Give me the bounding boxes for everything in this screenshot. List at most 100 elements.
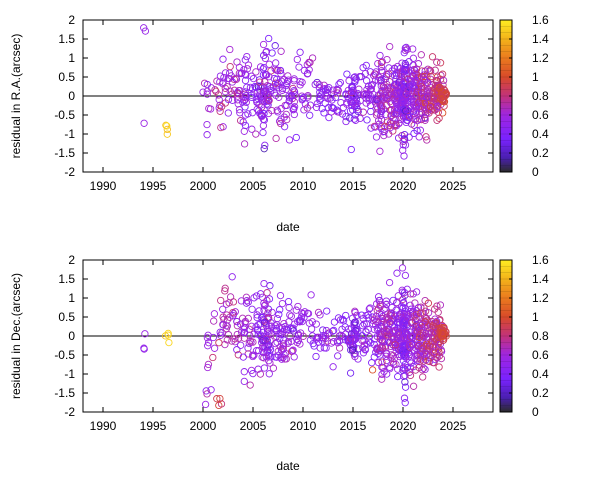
data-point	[314, 308, 323, 317]
data-point	[241, 328, 249, 337]
data-point	[260, 279, 268, 288]
data-point	[265, 73, 273, 81]
data-point	[259, 40, 268, 49]
data-point	[316, 344, 324, 352]
data-point	[247, 72, 256, 80]
data-point	[350, 115, 358, 123]
data-point	[268, 308, 276, 317]
data-point	[282, 355, 290, 363]
data-point	[391, 341, 399, 349]
data-point	[237, 341, 245, 349]
data-point	[276, 334, 284, 343]
data-point	[344, 335, 352, 343]
data-point	[216, 331, 225, 339]
data-point	[360, 336, 368, 345]
data-point	[244, 298, 252, 306]
data-point	[375, 304, 383, 312]
data-point	[439, 76, 448, 85]
data-point	[217, 400, 226, 408]
data-point	[373, 95, 381, 104]
data-point	[204, 339, 213, 347]
x-tick-label: 2020	[390, 179, 417, 193]
data-point	[440, 102, 448, 110]
data-point	[381, 122, 389, 131]
ra-y-axis-label: residual in R.A.(arcsec)	[9, 34, 23, 159]
data-point	[418, 94, 426, 102]
data-point	[401, 44, 409, 52]
data-point	[393, 269, 401, 277]
y-tick-label: -0.5	[54, 348, 75, 362]
data-point	[388, 67, 396, 75]
data-point	[437, 346, 445, 354]
x-tick-label: 2020	[390, 419, 417, 433]
data-point	[269, 364, 278, 372]
data-point	[349, 345, 357, 353]
data-point	[219, 55, 227, 63]
data-point	[212, 87, 220, 95]
data-point	[330, 326, 338, 335]
data-point	[262, 48, 270, 56]
data-point	[296, 81, 304, 89]
data-point	[417, 51, 425, 59]
data-point	[258, 103, 266, 111]
data-point	[356, 114, 364, 123]
data-point	[213, 395, 221, 403]
data-point	[437, 94, 446, 102]
data-point	[416, 92, 424, 101]
data-point	[359, 63, 367, 72]
data-point	[400, 130, 409, 139]
data-point	[398, 304, 407, 313]
data-point	[394, 292, 402, 300]
data-point	[303, 104, 312, 112]
data-point	[328, 96, 336, 104]
data-point	[205, 104, 213, 113]
data-point	[351, 76, 359, 84]
data-point	[336, 316, 345, 324]
data-point	[423, 333, 431, 341]
data-point	[439, 326, 447, 334]
data-point	[362, 91, 371, 99]
data-point	[374, 117, 383, 125]
data-point	[304, 309, 313, 318]
data-point	[325, 83, 333, 92]
data-point	[431, 315, 439, 323]
data-point	[393, 315, 401, 323]
data-point	[329, 327, 337, 335]
data-point	[277, 47, 285, 55]
data-point	[222, 324, 231, 333]
data-point	[221, 69, 230, 77]
data-point	[265, 60, 273, 68]
data-point	[371, 99, 380, 107]
data-point	[282, 110, 290, 119]
data-point	[243, 83, 251, 91]
data-point	[436, 85, 444, 93]
data-point	[351, 98, 360, 106]
data-point	[430, 347, 439, 356]
y-tick-label: -1.5	[54, 386, 75, 400]
data-point	[403, 45, 411, 54]
data-point	[346, 369, 355, 377]
data-point	[374, 324, 382, 332]
data-point	[427, 94, 435, 102]
data-point	[389, 296, 397, 305]
data-point	[386, 42, 394, 51]
data-point	[396, 324, 405, 332]
data-point	[412, 310, 421, 319]
data-point	[214, 91, 223, 99]
data-point	[400, 74, 409, 82]
data-point	[251, 82, 259, 91]
data-point	[429, 102, 438, 110]
data-point	[163, 130, 171, 138]
data-point	[423, 136, 431, 144]
data-point	[415, 133, 423, 141]
data-point	[399, 303, 407, 312]
data-point	[406, 301, 414, 309]
data-point	[246, 83, 255, 92]
data-point	[412, 335, 420, 344]
data-point	[403, 314, 412, 322]
data-point	[266, 282, 274, 290]
data-point	[264, 342, 272, 350]
data-point	[407, 305, 415, 313]
data-point	[416, 320, 425, 328]
data-point	[210, 344, 219, 352]
